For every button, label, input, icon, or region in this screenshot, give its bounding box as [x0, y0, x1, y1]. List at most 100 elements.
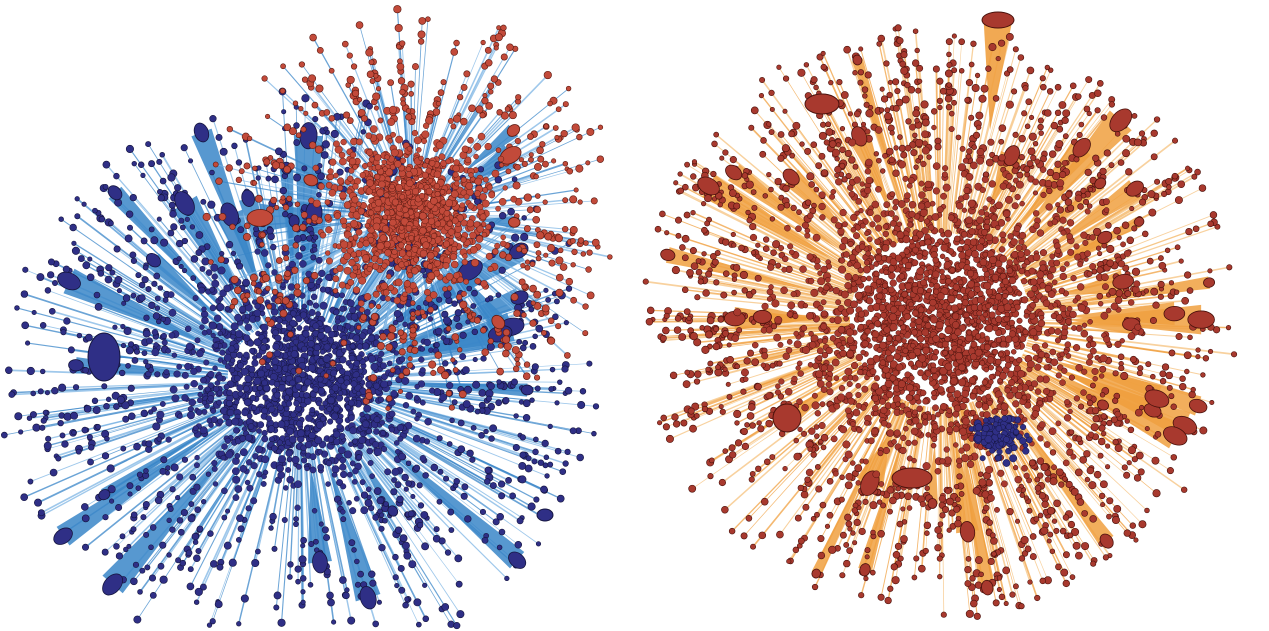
node — [560, 130, 568, 138]
node — [315, 84, 324, 93]
node — [125, 346, 134, 355]
node — [347, 278, 355, 286]
node — [457, 445, 466, 454]
node — [210, 408, 217, 414]
node — [526, 206, 534, 214]
node — [393, 160, 402, 168]
node — [51, 387, 59, 395]
node — [293, 521, 299, 528]
node — [477, 166, 485, 173]
node — [340, 138, 347, 146]
node — [259, 231, 266, 239]
node — [231, 417, 240, 426]
node — [52, 280, 58, 286]
node — [373, 487, 382, 495]
node — [281, 516, 288, 524]
node — [44, 390, 50, 396]
edge — [198, 436, 271, 593]
node — [256, 296, 265, 304]
node — [475, 105, 484, 114]
node — [478, 389, 487, 397]
node — [109, 498, 115, 504]
node — [343, 379, 350, 386]
node — [176, 363, 183, 370]
node — [261, 379, 268, 387]
node — [337, 184, 344, 192]
node — [419, 455, 427, 462]
node — [496, 25, 502, 31]
node — [156, 410, 165, 419]
node — [395, 135, 403, 144]
node — [511, 378, 518, 386]
node — [360, 313, 368, 321]
node — [417, 502, 425, 509]
node — [446, 441, 453, 447]
node — [357, 300, 365, 307]
node — [419, 399, 426, 406]
node — [275, 274, 283, 282]
edge — [239, 437, 273, 519]
node — [276, 439, 283, 446]
node — [523, 225, 531, 233]
node — [414, 415, 420, 422]
node — [352, 264, 359, 271]
node — [394, 526, 403, 534]
node — [193, 462, 200, 469]
node — [507, 207, 515, 216]
node — [536, 146, 544, 155]
node — [271, 288, 279, 295]
node — [194, 337, 201, 344]
node — [354, 558, 360, 565]
node — [251, 359, 259, 367]
node — [224, 437, 231, 444]
node — [451, 246, 458, 253]
edge — [341, 430, 426, 547]
node — [239, 464, 248, 473]
edge — [76, 215, 244, 343]
node — [157, 285, 164, 291]
node — [270, 243, 277, 251]
edge — [446, 247, 518, 314]
node — [303, 392, 310, 399]
node — [314, 436, 323, 445]
node — [472, 357, 478, 363]
node — [521, 160, 528, 167]
node — [455, 322, 463, 330]
node — [337, 500, 343, 506]
node — [446, 381, 454, 390]
node — [160, 316, 166, 322]
node — [307, 300, 314, 306]
node — [217, 266, 226, 275]
node — [384, 468, 392, 476]
node — [148, 160, 156, 168]
node — [338, 413, 344, 419]
node — [399, 88, 406, 96]
node — [332, 405, 340, 413]
node — [327, 436, 335, 443]
node — [159, 467, 167, 475]
node — [469, 456, 476, 463]
node — [308, 141, 317, 149]
edge — [30, 402, 233, 482]
node — [153, 272, 161, 280]
node — [372, 620, 379, 628]
node — [325, 273, 333, 281]
node — [261, 75, 268, 82]
node — [388, 410, 396, 418]
node — [577, 199, 583, 205]
node — [408, 560, 417, 569]
node — [397, 77, 406, 85]
node — [369, 374, 378, 382]
node — [324, 213, 332, 221]
node — [573, 187, 579, 193]
node — [403, 261, 410, 267]
node — [408, 235, 415, 241]
node — [372, 440, 380, 449]
node — [205, 269, 213, 276]
node — [535, 541, 542, 547]
hub-node — [508, 551, 527, 569]
node — [107, 485, 116, 494]
node — [460, 84, 468, 91]
node — [327, 396, 336, 405]
node — [381, 225, 390, 233]
